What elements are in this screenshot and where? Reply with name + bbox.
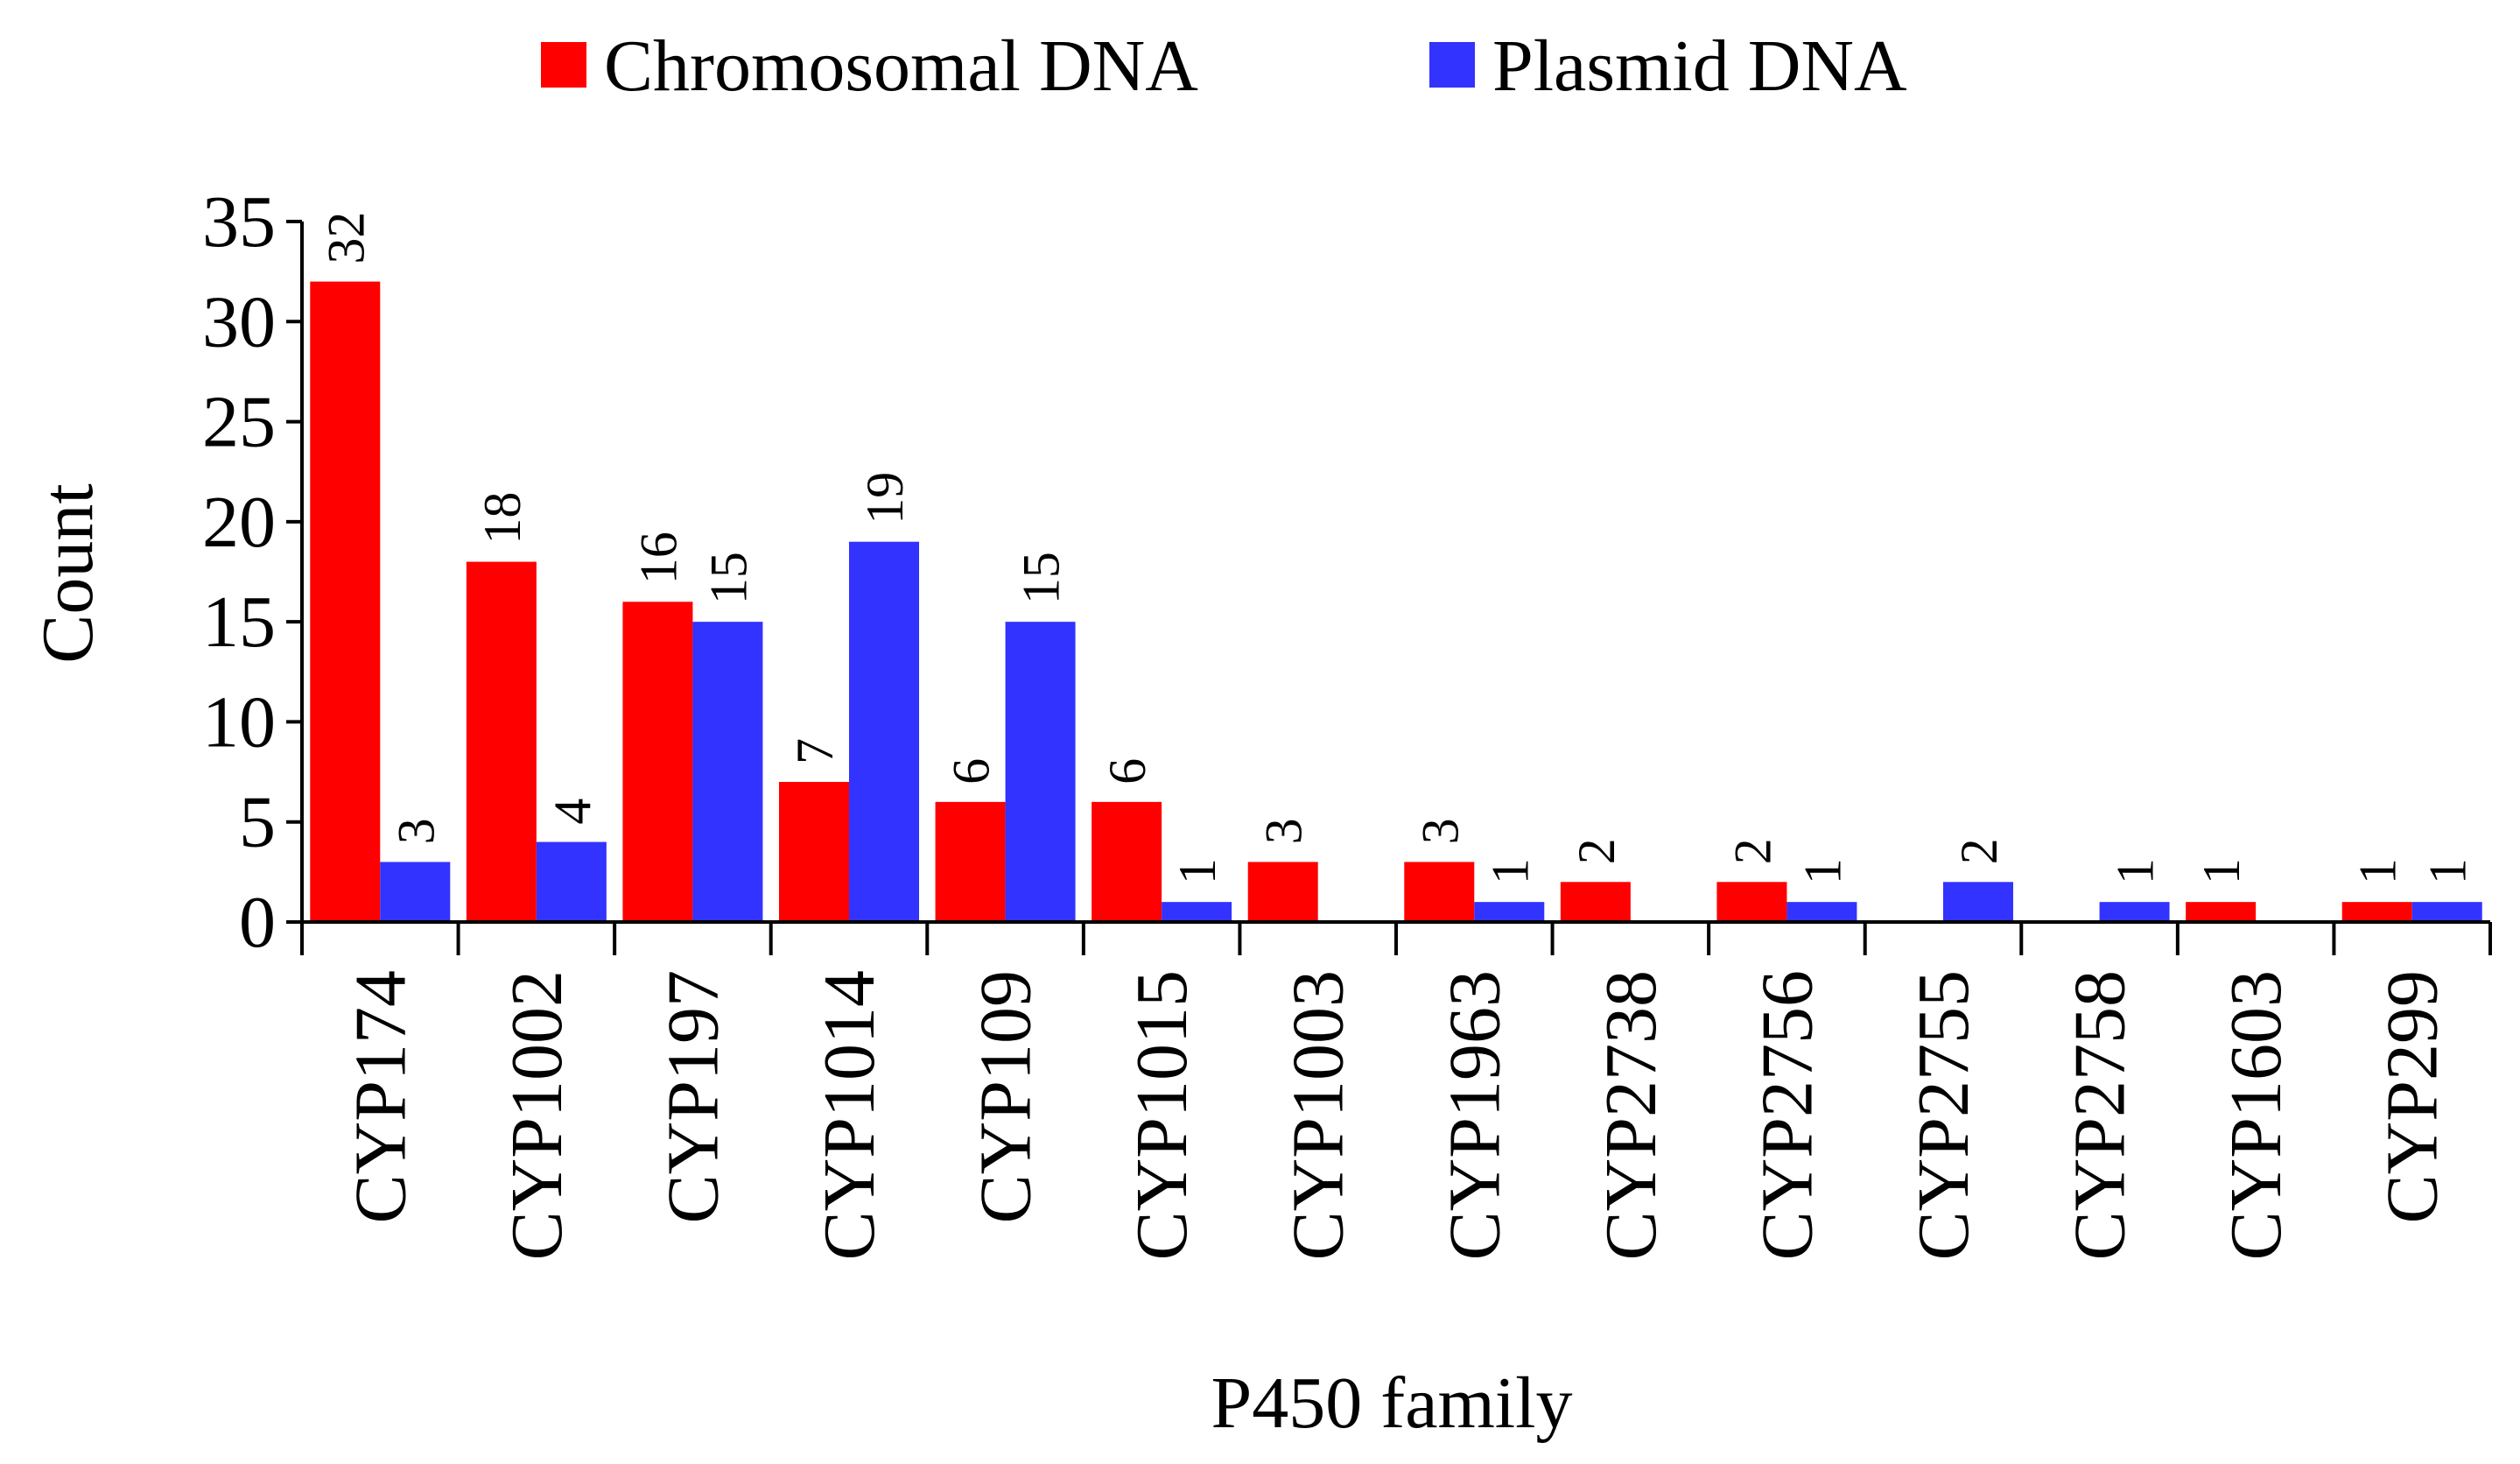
x-tick-label: CYP1002 — [496, 970, 578, 1260]
data-label: 32 — [317, 212, 375, 264]
data-label: 7 — [786, 738, 844, 764]
y-tick-label: 20 — [202, 482, 276, 563]
bar-chromosomal — [1247, 862, 1318, 922]
data-label: 15 — [699, 552, 757, 604]
bar-chromosomal — [2341, 902, 2412, 922]
y-tick-label: 10 — [202, 681, 276, 763]
data-label: 19 — [856, 472, 914, 524]
x-tick-label: CYP1003 — [1278, 970, 1359, 1260]
bar-plasmid — [1474, 902, 1545, 922]
x-tick-label: CYP197 — [652, 970, 734, 1223]
x-tick-label: CYP1603 — [2215, 970, 2297, 1260]
y-tick-label: 0 — [239, 882, 276, 963]
data-label: 6 — [1099, 758, 1156, 785]
data-label: 3 — [1411, 818, 1469, 844]
bar-plasmid — [1005, 622, 1076, 922]
data-label: 3 — [1255, 818, 1313, 844]
bar-chromosomal — [935, 801, 1006, 922]
y-tick-label: 35 — [202, 181, 276, 263]
data-label: 3 — [387, 818, 445, 844]
bar-chromosomal — [310, 281, 381, 923]
y-tick-label: 30 — [202, 281, 276, 362]
y-tick-label: 15 — [202, 581, 276, 663]
data-label: 1 — [2419, 858, 2477, 884]
bar-chromosomal — [1560, 882, 1631, 922]
bar-plasmid — [692, 622, 763, 922]
legend-label: Plasmid DNA — [1492, 25, 1907, 107]
bar-plasmid — [1786, 902, 1857, 922]
x-axis-title: P450 family — [1211, 1362, 1573, 1444]
x-tick-label: CYP2755 — [1903, 970, 1984, 1260]
bar-plasmid — [380, 862, 451, 922]
legend: Chromosomal DNA Plasmid DNA — [541, 25, 1907, 107]
legend-label: Chromosomal DNA — [604, 25, 1198, 107]
bar-plasmid — [1943, 882, 2013, 922]
bars — [310, 281, 2482, 923]
x-tick-label: CYP2756 — [1746, 970, 1828, 1260]
axes: 0 5 10 15 20 25 30 35 CYP174 CYP1002 CYP197 CYP1014… — [202, 181, 2492, 1260]
data-label: 1 — [1481, 858, 1539, 884]
x-tick-label: CYP2758 — [2060, 970, 2141, 1260]
bar-chromosomal — [622, 602, 693, 922]
data-label: 1 — [1169, 858, 1226, 884]
data-label: 2 — [1723, 838, 1781, 864]
bar-plasmid — [536, 841, 607, 922]
data-label: 4 — [544, 799, 601, 825]
x-tick-label: CYP1014 — [809, 970, 890, 1260]
data-label: 1 — [2193, 858, 2250, 884]
data-label: 2 — [1950, 838, 2008, 864]
data-label: 15 — [1013, 552, 1070, 604]
legend-swatch — [541, 42, 586, 88]
bar-plasmid — [2411, 902, 2482, 922]
bar-chromosomal — [2186, 902, 2257, 922]
y-tick-label: 5 — [239, 782, 276, 863]
data-label: 18 — [474, 492, 531, 545]
bar-chromosomal — [1404, 862, 1475, 922]
x-tick-label: CYP174 — [340, 970, 421, 1223]
y-axis-title: Count — [27, 483, 109, 663]
bar-plasmid — [2099, 902, 2170, 922]
x-tick-label: CYP1015 — [1121, 970, 1203, 1260]
bar-chromosomal — [779, 782, 849, 922]
bar-chromosomal — [1092, 801, 1162, 922]
data-label: 2 — [1568, 838, 1625, 864]
x-tick-label: CYP299 — [2372, 970, 2453, 1223]
data-label: 6 — [943, 758, 1000, 785]
data-label: 16 — [629, 531, 687, 584]
x-tick-label: CYP109 — [965, 970, 1047, 1223]
x-tick-label: CYP2738 — [1590, 970, 1672, 1260]
data-label: 1 — [2349, 858, 2407, 884]
bar-plasmid — [849, 541, 919, 922]
data-label: 1 — [2107, 858, 2165, 884]
x-tick-label: CYP1963 — [1434, 970, 1515, 1260]
bar-plasmid — [1162, 902, 1232, 922]
bar-chromosomal — [1716, 882, 1787, 922]
legend-swatch — [1429, 42, 1475, 88]
y-tick-label: 25 — [202, 382, 276, 463]
bar-chromosomal — [466, 561, 537, 922]
data-label: 1 — [1793, 858, 1851, 884]
